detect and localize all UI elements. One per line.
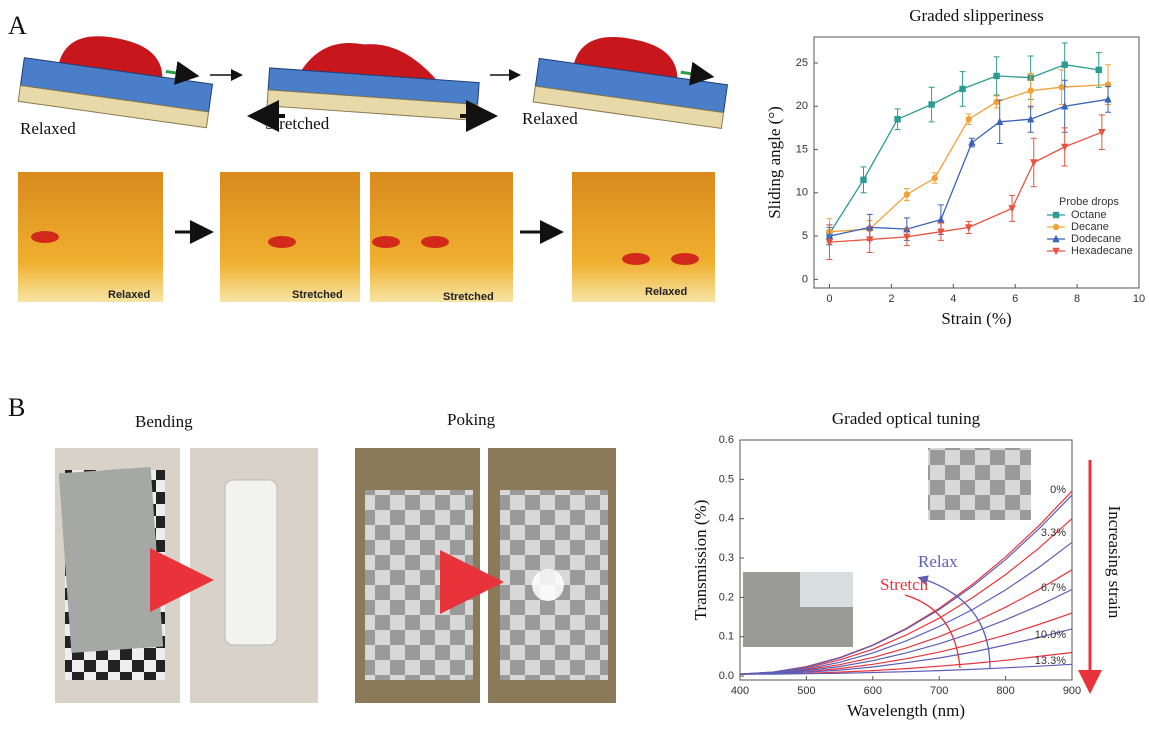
x-tick-label: 800 — [996, 685, 1014, 697]
marker — [904, 191, 910, 197]
diagram-label: Stretched — [265, 114, 330, 133]
photo-label: Stretched — [292, 289, 343, 301]
marker — [860, 177, 866, 183]
marker — [1030, 159, 1037, 166]
annotation: Stretch — [880, 575, 929, 594]
marker — [1096, 67, 1102, 73]
y-tick-label: 0.6 — [719, 434, 734, 446]
y-tick-label: 10 — [796, 187, 808, 199]
x-tick-label: 400 — [731, 685, 749, 697]
marker — [928, 101, 934, 107]
x-axis-label: Wavelength (nm) — [847, 701, 965, 720]
marker — [1027, 87, 1033, 93]
marker — [1062, 61, 1068, 67]
photo-label: Relaxed — [108, 289, 150, 301]
y-tick-label: 0.1 — [719, 631, 734, 643]
photo-row — [55, 448, 616, 703]
photo-label: Bending — [135, 412, 193, 431]
x-tick-label: 10 — [1133, 293, 1145, 305]
legend-label: Hexadecane — [1071, 245, 1133, 257]
inset — [743, 448, 1031, 647]
marker — [894, 116, 900, 122]
legend-label: Octane — [1071, 209, 1106, 221]
diagram — [18, 26, 732, 129]
marker — [993, 73, 999, 79]
x-tick-label: 2 — [888, 293, 894, 305]
curve-label: 10.0% — [1035, 629, 1066, 641]
legend-marker — [1053, 224, 1059, 230]
curve-label: 6.7% — [1041, 582, 1066, 594]
diagram-label: Relaxed — [522, 109, 578, 128]
marker — [937, 215, 944, 222]
y-axis-label: Sliding angle (°) — [765, 106, 784, 219]
legend-label: Decane — [1071, 221, 1109, 233]
curve-label: 13.3% — [1035, 655, 1066, 667]
panel-label: A — [8, 11, 27, 40]
chart-title: Graded optical tuning — [832, 409, 981, 428]
x-tick-label: 500 — [797, 685, 815, 697]
x-tick-label: 600 — [864, 685, 882, 697]
legend-title: Probe drops — [1059, 196, 1119, 208]
chart-title: Graded slipperiness — [909, 6, 1044, 25]
x-tick-label: 6 — [1012, 293, 1018, 305]
y-tick-label: 0.0 — [719, 670, 734, 682]
x-tick-label: 700 — [930, 685, 948, 697]
x-axis-label: Strain (%) — [941, 309, 1011, 328]
legend-marker — [1053, 212, 1059, 218]
photo-label: Poking — [447, 410, 496, 429]
panel-label: B — [8, 393, 25, 422]
y-tick-label: 0.5 — [719, 473, 734, 485]
marker — [932, 175, 938, 181]
y-axis-label: Transmission (%) — [691, 500, 710, 621]
y-tick-label: 25 — [796, 57, 808, 69]
annotation: Relax — [918, 552, 958, 571]
photo-row — [18, 172, 715, 302]
y-tick-label: 20 — [796, 100, 808, 112]
marker — [1104, 95, 1111, 102]
curve-label: 0% — [1050, 484, 1066, 496]
annotation: Increasing strain — [1105, 506, 1124, 619]
y-tick-label: 0.3 — [719, 552, 734, 564]
legend-label: Dodecane — [1071, 233, 1121, 245]
y-tick-label: 5 — [802, 230, 808, 242]
x-tick-label: 900 — [1063, 685, 1081, 697]
x-tick-label: 8 — [1074, 293, 1080, 305]
diagram-label: Relaxed — [20, 119, 76, 138]
y-tick-label: 0 — [802, 273, 808, 285]
figure: A B Relaxed Stretched Relaxed — [0, 0, 1149, 733]
photo-label: Stretched — [443, 291, 494, 303]
page: A B Relaxed Stretched Relaxed — [0, 0, 1149, 733]
x-tick-label: 4 — [950, 293, 956, 305]
marker — [1058, 84, 1064, 90]
photo-label: Relaxed — [645, 286, 687, 298]
marker — [966, 116, 972, 122]
marker — [1061, 144, 1068, 151]
marker — [968, 138, 975, 145]
marker — [993, 99, 999, 105]
x-tick-label: 0 — [826, 293, 832, 305]
y-tick-label: 0.2 — [719, 591, 734, 603]
curve-label: 3.3% — [1041, 527, 1066, 539]
y-tick-label: 0.4 — [719, 513, 734, 525]
y-tick-label: 15 — [796, 143, 808, 155]
marker — [959, 86, 965, 92]
